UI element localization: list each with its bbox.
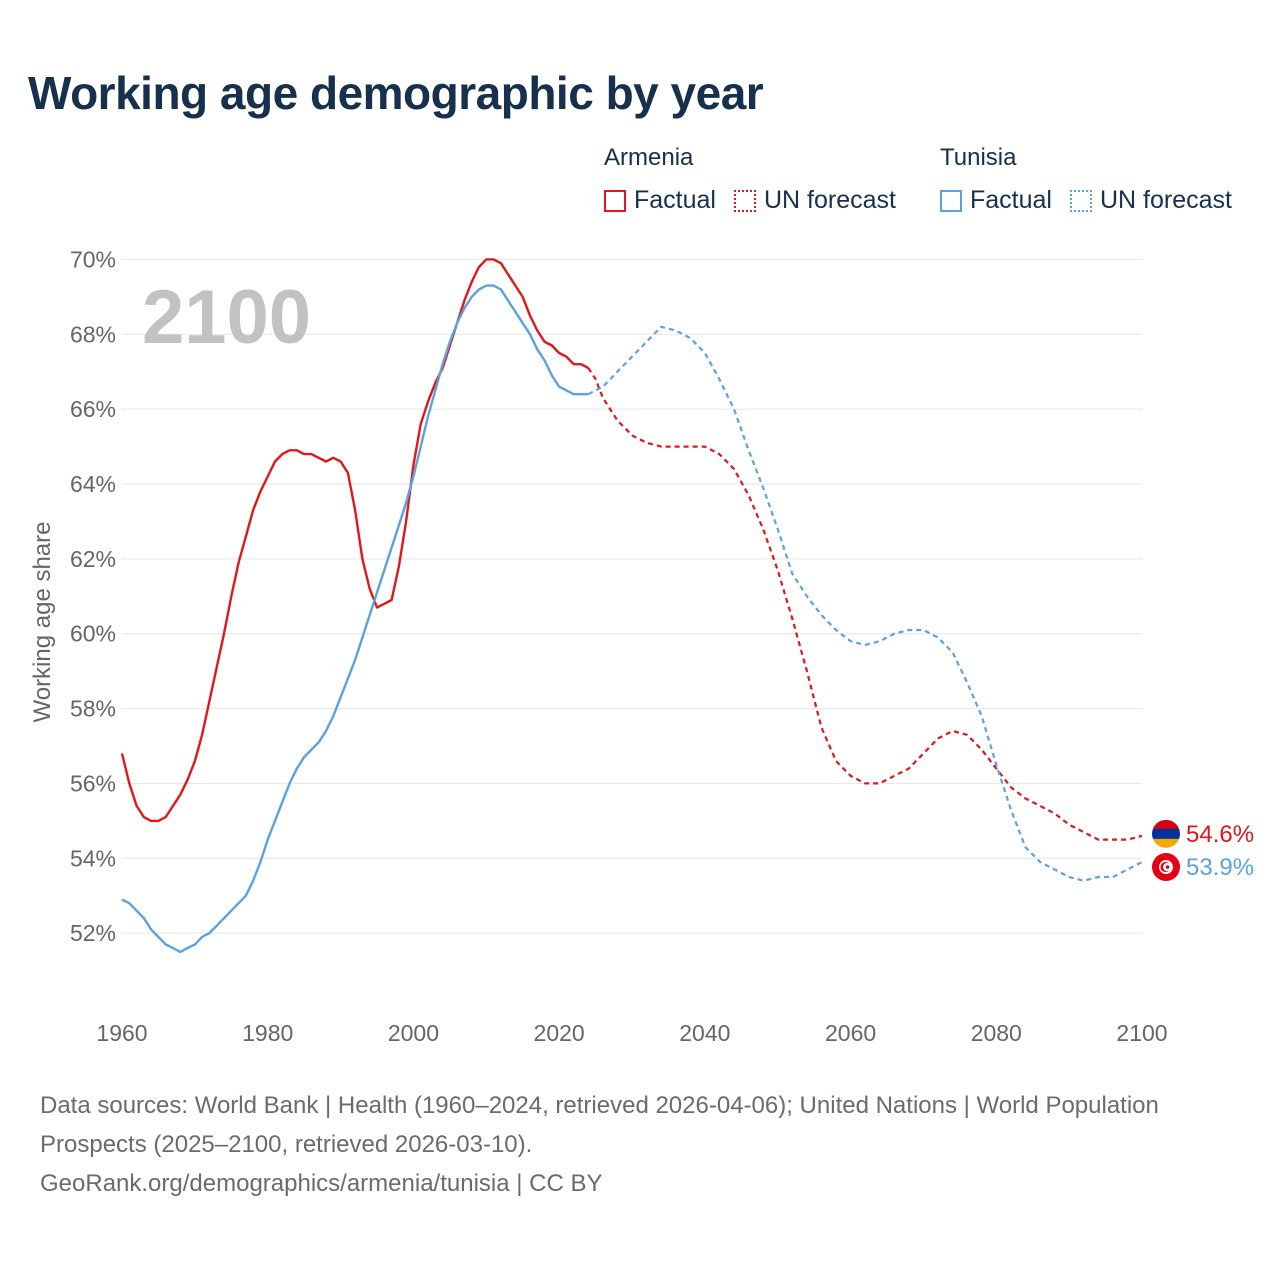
legend-label: Factual xyxy=(970,186,1052,214)
x-tick-label: 1980 xyxy=(242,1020,293,1046)
y-axis-label: Working age share xyxy=(29,522,56,723)
y-tick-label: 58% xyxy=(70,696,116,722)
legend-item-tunisia-factual[interactable]: Factual xyxy=(940,186,1052,215)
y-tick-label: 54% xyxy=(70,845,116,871)
armenia-factual-line xyxy=(120,258,589,823)
legend-label: UN forecast xyxy=(763,186,896,214)
y-axis: 52% 54% 56% 58% 60% 62% 64% 66% 68% 70% xyxy=(70,246,116,946)
tunisia-end-value: 53.9% xyxy=(1186,854,1254,881)
legend-country-tunisia: Tunisia xyxy=(940,144,1017,171)
armenia-end-value: 54.6% xyxy=(1186,821,1254,848)
legend-label: Factual xyxy=(634,186,716,214)
y-tick-label: 62% xyxy=(70,546,116,572)
legend-label: UN forecast xyxy=(1099,186,1232,214)
x-tick-label: 2020 xyxy=(534,1020,585,1046)
tunisia-forecast-swatch xyxy=(1069,189,1092,212)
attribution-link[interactable]: GeoRank.org/demographics/armenia/tunisia… xyxy=(40,1170,603,1197)
legend-tunisia: Tunisia Factual UN forecast xyxy=(940,144,1250,215)
tunisia-forecast-line xyxy=(587,325,1143,882)
tunisia-flag-icon xyxy=(1152,853,1180,882)
y-tick-label: 70% xyxy=(70,246,116,272)
end-markers: 54.6% 53.9% xyxy=(1152,819,1254,882)
series-lines xyxy=(120,258,1143,954)
armenia-factual-swatch xyxy=(604,189,626,212)
armenia-forecast-line xyxy=(587,367,1143,841)
x-tick-label: 2040 xyxy=(679,1020,730,1046)
footer: Data sources: World Bank | Health (1960–… xyxy=(40,1086,1200,1203)
y-tick-label: 52% xyxy=(70,920,116,946)
tunisia-factual-line xyxy=(121,284,589,954)
chart-title: Working age demographic by year xyxy=(28,67,764,119)
x-tick-label: 2080 xyxy=(971,1020,1022,1046)
x-tick-label: 1960 xyxy=(96,1020,147,1046)
data-sources: Data sources: World Bank | Health (1960–… xyxy=(40,1092,1159,1158)
grid-lines xyxy=(122,258,1142,934)
y-tick-label: 66% xyxy=(70,396,116,422)
legend-item-tunisia-forecast[interactable]: UN forecast xyxy=(1069,186,1232,215)
x-tick-label: 2060 xyxy=(825,1020,876,1046)
y-tick-label: 56% xyxy=(70,770,116,796)
x-tick-label: 2000 xyxy=(388,1020,439,1046)
armenia-forecast-swatch xyxy=(733,189,756,212)
year-watermark: 2100 xyxy=(142,275,311,360)
tunisia-factual-swatch xyxy=(940,189,962,212)
y-tick-label: 64% xyxy=(70,471,116,497)
armenia-flag-icon xyxy=(1152,819,1180,848)
x-axis: 1960 1980 2000 2020 2040 2060 2080 2100 xyxy=(96,1020,1167,1046)
legend-item-armenia-forecast[interactable]: UN forecast xyxy=(733,186,896,215)
y-tick-label: 68% xyxy=(70,321,116,347)
legend-country-armenia: Armenia xyxy=(604,144,694,171)
y-tick-label: 60% xyxy=(70,621,116,647)
x-tick-label: 2100 xyxy=(1116,1020,1167,1046)
legend-item-armenia-factual[interactable]: Factual xyxy=(604,186,716,215)
line-chart: 2100 Working age share 52% 54% 56% 58% 60% 62… xyxy=(29,246,1254,1046)
legend-armenia: Armenia Factual UN forecast xyxy=(604,144,914,215)
